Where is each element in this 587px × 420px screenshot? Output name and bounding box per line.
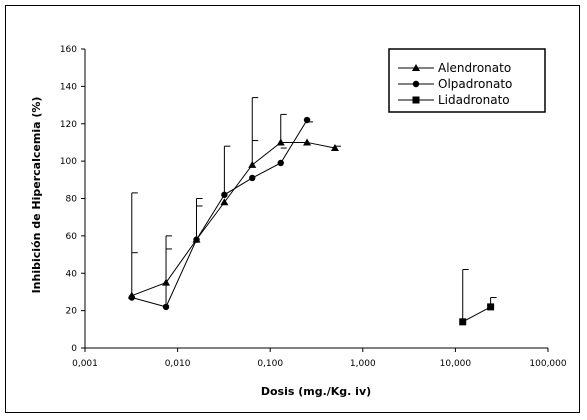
y-tick-label: 0 [71,344,77,354]
legend-item-lidadronato: Lidadronato [398,93,510,107]
y-tick-label: 20 [66,307,78,317]
data-point-circle [162,303,170,311]
data-point-triangle [303,138,312,146]
x-axis-title: Dosis (mg./Kg. iv) [261,385,371,398]
data-point-triangle [248,160,257,168]
x-tick-label: 100,000 [529,359,566,369]
x-tick-label: 0,001 [72,359,98,369]
y-tick-label: 60 [66,232,78,242]
data-point-square [487,303,495,311]
y-axis-title: Inhibición de Hipercalcemia (%) [30,97,43,294]
y-tick-label: 80 [66,195,78,205]
legend-label: Olpadronato [438,77,512,91]
data-point-square [412,96,420,104]
series-lidadronato [459,269,497,326]
legend-label: Alendronato [438,61,511,75]
data-point-circle [249,174,256,182]
x-tick-label: 0,010 [165,359,191,369]
y-tick-label: 160 [60,45,77,55]
data-point-triangle [220,198,229,206]
x-tick-label: 10,000 [440,359,472,369]
series-olpadronato [128,116,311,311]
y-tick-label: 100 [60,157,77,167]
x-tick-label: 1,000 [350,359,376,369]
y-tick-label: 120 [60,120,77,130]
data-point-circle [221,191,228,198]
legend-label: Lidadronato [438,93,510,107]
y-tick-label: 40 [66,269,78,279]
axes: 0 20 40 60 80 100 120 140 160 0,001 0,010 0,100 1,00… [60,45,567,369]
series-alendronato [127,97,341,299]
data-point-square [459,318,467,326]
data-point-circle [193,236,200,243]
data-point-triangle [330,144,339,152]
data-point-circle [128,294,135,301]
series-layer [127,97,497,326]
series-line [131,141,336,297]
extra-error-caps [131,121,314,254]
data-point-triangle [412,64,420,71]
legend-item-olpadronato: Olpadronato [398,77,512,91]
x-tick-label: 0,100 [257,359,283,369]
series-line [462,306,491,323]
data-point-triangle [276,138,285,146]
legend-item-alendronato: Alendronato [398,61,511,75]
data-point-circle [412,80,420,88]
y-tick-label: 140 [60,82,77,92]
data-point-circle [277,159,284,167]
legend: Alendronato Olpadronato Lidadronato [388,48,546,113]
